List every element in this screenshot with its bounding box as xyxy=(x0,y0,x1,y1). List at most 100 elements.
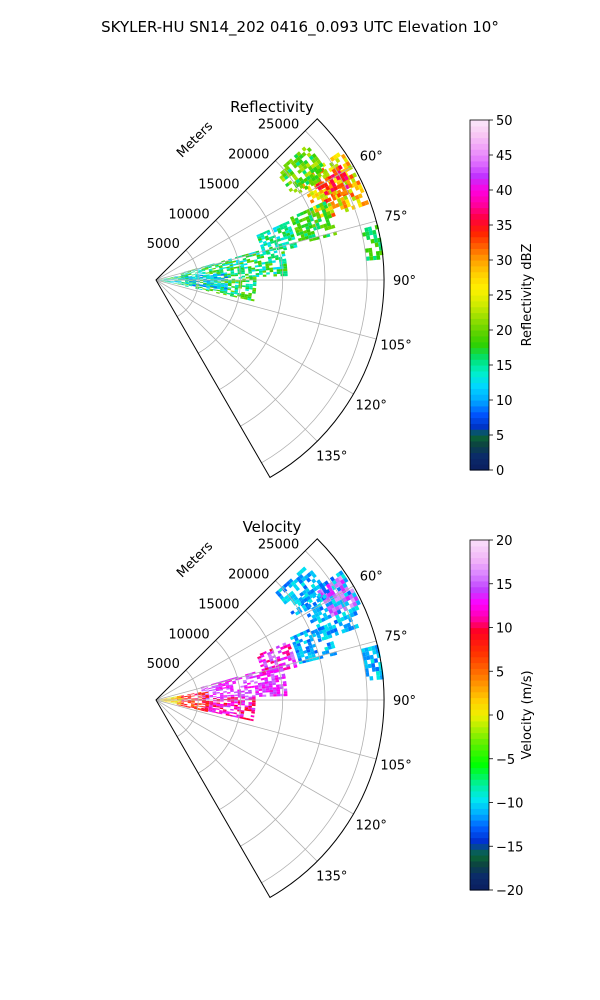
echo-cell xyxy=(163,281,168,283)
echo-cell xyxy=(285,220,290,225)
colorbar-swatch xyxy=(470,563,489,570)
echo-cell xyxy=(227,287,232,289)
echo-cell xyxy=(201,701,206,703)
echo-cell xyxy=(209,696,213,698)
echo-cell xyxy=(337,575,343,581)
echo-cell xyxy=(328,609,334,614)
echo-cell xyxy=(314,612,320,618)
echo-cell xyxy=(311,633,317,638)
echo-cell xyxy=(367,663,372,669)
echo-cell xyxy=(318,162,324,168)
colorbar-swatch xyxy=(470,464,489,471)
echo-cell xyxy=(320,205,325,211)
echo-cell xyxy=(375,251,380,256)
azimuth-spoke xyxy=(155,699,377,760)
echo-cell xyxy=(239,716,244,719)
echo-cell xyxy=(334,577,340,583)
echo-cell xyxy=(205,702,209,704)
echo-cell xyxy=(227,700,231,702)
echo-cell xyxy=(305,180,310,186)
echo-cell xyxy=(230,688,234,691)
colorbar-swatch xyxy=(470,254,489,261)
echo-cell xyxy=(331,585,337,591)
echo-cell xyxy=(163,701,168,702)
echo-cell xyxy=(177,703,182,705)
echo-cell xyxy=(354,194,360,200)
echo-cell xyxy=(357,184,363,190)
echo-cell xyxy=(226,292,231,295)
echo-cell xyxy=(180,703,184,705)
colorbar-swatch xyxy=(470,405,489,413)
echo-region xyxy=(176,691,209,712)
echo-cell xyxy=(210,276,214,278)
colorbar-swatch xyxy=(470,330,489,337)
echo-cell xyxy=(251,685,255,688)
echo-cell xyxy=(242,285,246,288)
echo-cell xyxy=(234,286,239,289)
echo-cell xyxy=(249,718,254,722)
echo-cell xyxy=(291,656,296,661)
echo-cell xyxy=(279,668,284,672)
echo-cell xyxy=(313,161,319,167)
echo-cell xyxy=(327,225,332,230)
echo-cell xyxy=(177,699,182,700)
echo-cell xyxy=(272,260,276,263)
echo-cell xyxy=(184,283,189,285)
echo-cell xyxy=(366,655,371,661)
echo-cell xyxy=(372,255,377,261)
echo-cell xyxy=(324,177,330,183)
echo-cell xyxy=(316,159,322,165)
echo-cell xyxy=(258,686,263,689)
echo-region xyxy=(289,624,338,665)
echo-cell xyxy=(295,586,300,592)
echo-cell xyxy=(230,270,235,272)
azimuth-spoke xyxy=(155,585,354,701)
echo-cell xyxy=(252,280,257,283)
echo-cell xyxy=(216,269,220,272)
echo-cell xyxy=(281,231,287,235)
echo-cell xyxy=(335,203,340,208)
echo-cell xyxy=(177,695,182,697)
echo-cell xyxy=(272,689,277,692)
echo-cell xyxy=(301,576,307,582)
colorbar-swatch xyxy=(470,190,489,197)
echo-cell xyxy=(240,263,244,266)
echo-cell xyxy=(304,223,309,228)
echo-cell xyxy=(167,281,171,282)
echo-cell xyxy=(309,199,315,204)
echo-cell xyxy=(302,589,307,595)
echo-cell xyxy=(269,694,274,697)
colorbar-swatch xyxy=(470,551,489,559)
colorbar-swatch xyxy=(470,458,489,465)
echo-cell xyxy=(325,583,331,589)
echo-cell xyxy=(296,156,302,162)
echo-cell xyxy=(226,686,230,689)
echo-cell xyxy=(371,645,376,651)
colorbar-swatch xyxy=(470,680,489,687)
echo-cell xyxy=(229,714,233,717)
colorbar-swatch xyxy=(470,575,489,582)
echo-cell xyxy=(317,610,323,616)
echo-cell xyxy=(212,689,216,691)
echo-cell xyxy=(205,700,209,702)
echo-cell xyxy=(227,694,231,697)
echo-cell xyxy=(244,266,248,269)
echo-cell xyxy=(237,272,242,275)
echo-cell xyxy=(294,646,299,651)
echo-cell xyxy=(261,262,266,265)
echo-cell xyxy=(212,708,216,711)
colorbar-swatch xyxy=(470,335,489,343)
echo-cell xyxy=(371,663,376,668)
echo-cell xyxy=(202,285,207,287)
echo-cell xyxy=(267,256,272,260)
echo-cell xyxy=(218,265,223,268)
echo-cell xyxy=(268,680,273,684)
echo-cell xyxy=(264,679,269,682)
echo-cell xyxy=(292,659,297,663)
radial-tick-label: 10000 xyxy=(168,207,209,222)
echo-cell xyxy=(201,269,206,271)
echo-cell xyxy=(214,684,219,687)
echo-cell xyxy=(232,263,237,266)
echo-cell xyxy=(246,260,251,264)
echo-cell xyxy=(318,582,324,588)
